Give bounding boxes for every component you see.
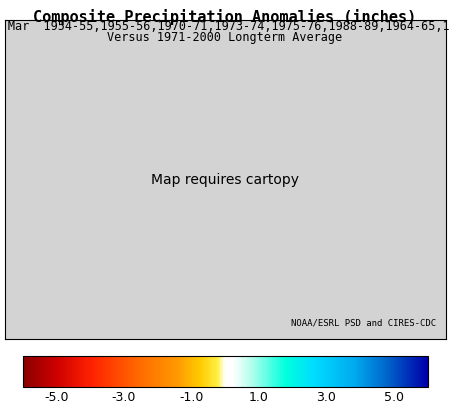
Text: Versus 1971-2000 Longterm Average: Versus 1971-2000 Longterm Average bbox=[108, 31, 342, 44]
Text: Composite Precipitation Anomalies (inches): Composite Precipitation Anomalies (inche… bbox=[33, 9, 417, 25]
Text: Nov to Mar  1954-55,1955-56,1970-71,1973-74,1975-76,1988-89,1964-65,1999-00: Nov to Mar 1954-55,1955-56,1970-71,1973-… bbox=[0, 20, 450, 34]
Text: Map requires cartopy: Map requires cartopy bbox=[151, 173, 299, 187]
Text: NOAA/ESRL PSD and CIRES-CDC: NOAA/ESRL PSD and CIRES-CDC bbox=[292, 318, 436, 327]
